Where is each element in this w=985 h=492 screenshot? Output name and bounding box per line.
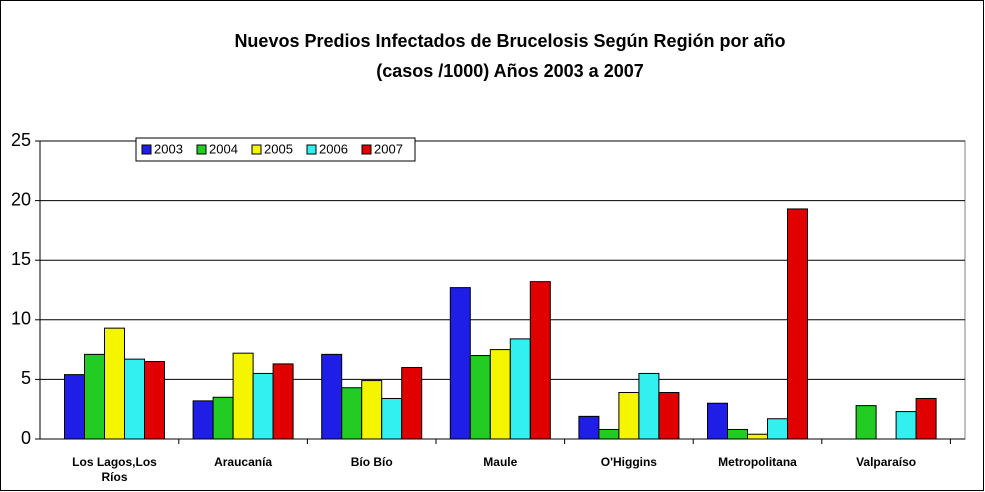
chart-title: Nuevos Predios Infectados de Brucelosis … bbox=[234, 31, 785, 51]
x-tick-label: Valparaíso bbox=[856, 455, 917, 469]
bar bbox=[767, 418, 788, 440]
legend-swatch bbox=[196, 144, 207, 155]
y-tick-label: 0 bbox=[21, 428, 31, 448]
x-tick-label: Bío Bío bbox=[350, 455, 393, 469]
legend-swatch bbox=[306, 144, 317, 155]
bar bbox=[252, 372, 274, 440]
bar bbox=[915, 397, 937, 440]
bar bbox=[192, 400, 214, 440]
bar bbox=[272, 363, 294, 440]
bar bbox=[64, 374, 85, 440]
bar bbox=[104, 327, 125, 440]
y-tick-label: 25 bbox=[11, 130, 31, 150]
y-tick-label: 15 bbox=[11, 249, 31, 269]
bar bbox=[212, 396, 234, 440]
bar bbox=[449, 287, 471, 440]
bar bbox=[361, 380, 383, 440]
bar bbox=[509, 338, 531, 440]
bar bbox=[658, 392, 680, 440]
bar bbox=[598, 428, 620, 440]
x-tick-label: Araucanía bbox=[214, 455, 273, 469]
bar bbox=[707, 402, 728, 440]
bar bbox=[727, 428, 748, 440]
legend-label: 2007 bbox=[374, 141, 403, 156]
legend-label: 2006 bbox=[319, 141, 348, 156]
y-tick-label: 10 bbox=[11, 309, 31, 329]
bar bbox=[578, 415, 600, 440]
bar bbox=[381, 397, 403, 440]
bar bbox=[124, 358, 145, 440]
x-tick-label: Maule bbox=[483, 455, 518, 469]
bar bbox=[232, 352, 254, 440]
legend-label: 2005 bbox=[264, 141, 293, 156]
bar bbox=[469, 355, 491, 440]
bar bbox=[638, 372, 660, 440]
x-tick-label: Los Lagos,Los Ríos bbox=[72, 455, 157, 484]
bar bbox=[401, 366, 423, 440]
bar bbox=[618, 392, 640, 440]
x-tick-label: Metropolitana bbox=[718, 455, 797, 469]
legend-swatch bbox=[361, 144, 372, 155]
bar bbox=[787, 208, 808, 440]
legend-swatch bbox=[141, 144, 152, 155]
bar bbox=[489, 349, 511, 440]
legend-box bbox=[135, 137, 416, 162]
bar bbox=[144, 361, 165, 440]
bar bbox=[321, 353, 343, 440]
bar bbox=[855, 405, 877, 440]
bar bbox=[84, 353, 105, 440]
legend-label: 2003 bbox=[154, 141, 183, 156]
x-tick-label: O'Higgins bbox=[600, 455, 657, 469]
y-tick-label: 20 bbox=[11, 189, 31, 209]
bar bbox=[341, 387, 363, 440]
legend-label: 2004 bbox=[209, 141, 238, 156]
bar bbox=[529, 281, 551, 440]
bar bbox=[895, 411, 917, 440]
chart-subtitle: (casos /1000) Años 2003 a 2007 bbox=[376, 61, 644, 81]
legend-swatch bbox=[251, 144, 262, 155]
bar bbox=[747, 433, 768, 440]
y-tick-label: 5 bbox=[21, 368, 31, 388]
